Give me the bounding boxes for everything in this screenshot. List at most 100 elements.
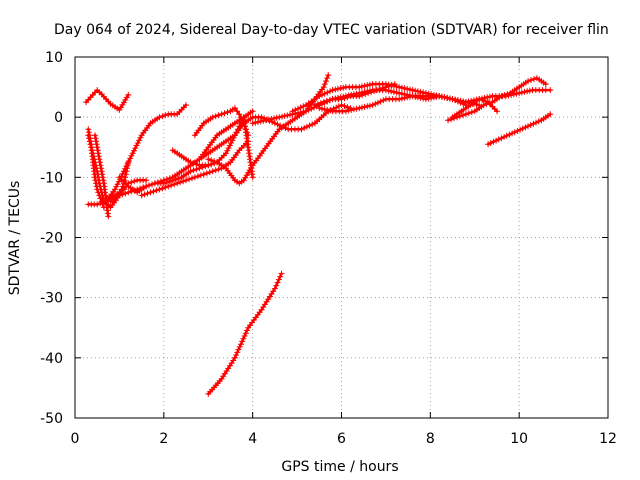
data-point	[305, 106, 312, 113]
data-point	[191, 174, 198, 181]
data-point	[273, 114, 280, 121]
data-point	[171, 181, 178, 188]
data-point	[146, 182, 152, 189]
data-point	[364, 82, 371, 89]
data-point	[504, 91, 511, 98]
data-point	[446, 95, 453, 102]
data-point	[143, 183, 150, 190]
data-point	[203, 170, 210, 177]
y-tick-label: -50	[40, 411, 63, 427]
data-point	[125, 189, 132, 196]
series-line	[207, 73, 330, 185]
data-point	[366, 102, 373, 109]
data-point	[252, 119, 259, 126]
data-point	[327, 88, 333, 95]
data-point	[404, 85, 411, 92]
data-point	[244, 327, 250, 334]
data-point	[480, 102, 487, 109]
data-point	[321, 106, 328, 113]
data-point	[438, 93, 445, 100]
data-point	[417, 94, 424, 101]
data-point	[94, 201, 101, 208]
y-tick-label: 0	[54, 110, 63, 126]
data-point	[377, 98, 384, 105]
data-point	[223, 150, 229, 157]
data-point	[547, 111, 554, 118]
data-point	[165, 183, 172, 190]
data-point	[374, 87, 380, 94]
data-point	[457, 97, 464, 104]
data-point	[391, 81, 398, 88]
data-point	[221, 110, 228, 117]
data-point	[486, 93, 493, 100]
x-tick-label: 10	[510, 431, 528, 447]
data-point	[215, 112, 222, 119]
data-point	[127, 155, 134, 162]
data-point	[452, 96, 459, 103]
data-point	[114, 181, 121, 188]
data-point	[93, 138, 100, 145]
data-point	[218, 111, 225, 118]
data-point	[341, 95, 348, 102]
data-point	[258, 114, 265, 121]
y-tick-label: -30	[40, 291, 63, 307]
data-point	[92, 135, 99, 142]
data-point	[205, 162, 212, 169]
data-point	[493, 137, 500, 144]
data-point	[268, 116, 275, 122]
data-point	[274, 279, 281, 286]
data-point	[209, 168, 216, 175]
data-point	[301, 125, 308, 131]
data-point	[95, 150, 102, 157]
data-point	[377, 86, 383, 93]
data-point	[183, 102, 189, 109]
data-point	[200, 171, 207, 178]
data-point	[119, 191, 126, 198]
data-point	[519, 125, 526, 132]
data-point	[249, 174, 256, 181]
data-point	[231, 354, 238, 361]
data-point	[364, 103, 371, 110]
data-point	[444, 94, 451, 101]
data-point	[298, 126, 305, 133]
data-point	[401, 94, 408, 101]
series-track-17	[316, 93, 483, 115]
data-point	[303, 108, 309, 115]
data-point	[420, 89, 427, 96]
data-point	[332, 86, 339, 93]
data-point	[162, 184, 169, 191]
data-point	[240, 335, 247, 342]
x-tick-label: 6	[337, 431, 346, 447]
data-point	[428, 94, 435, 101]
data-point	[531, 76, 537, 83]
x-tick-label: 12	[599, 431, 617, 447]
data-point	[344, 94, 351, 101]
data-point	[212, 113, 219, 120]
data-point	[209, 114, 216, 121]
series-track-16	[311, 81, 398, 109]
data-point	[238, 341, 244, 348]
data-point	[297, 104, 304, 111]
data-point	[242, 330, 249, 337]
data-point	[380, 85, 386, 92]
data-point	[193, 161, 200, 168]
series-track-19	[449, 96, 500, 121]
series-track-12	[196, 114, 256, 181]
data-point	[154, 179, 161, 186]
data-point	[316, 105, 323, 112]
data-point	[249, 108, 256, 115]
data-point	[366, 81, 373, 88]
data-point	[356, 84, 363, 91]
data-point	[131, 178, 138, 185]
data-point	[163, 176, 170, 183]
data-point	[372, 100, 379, 107]
series-track-20	[485, 111, 554, 148]
data-point	[231, 105, 238, 112]
data-point	[137, 134, 144, 141]
data-point	[412, 87, 419, 94]
data-point	[414, 88, 421, 95]
data-point	[334, 85, 341, 92]
series-track-6	[103, 102, 189, 205]
data-point	[287, 111, 293, 118]
data-point	[284, 112, 291, 119]
